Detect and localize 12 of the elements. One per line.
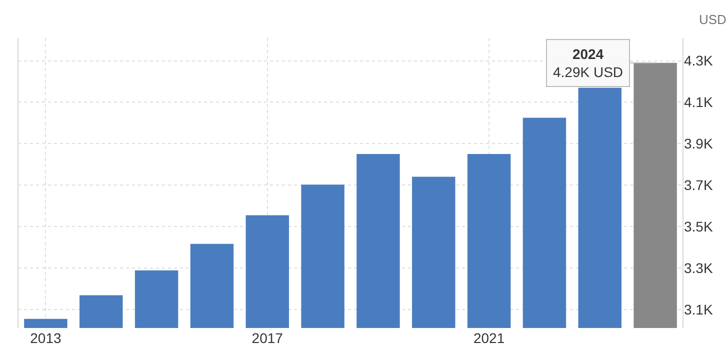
y-tick-label: 3.5K	[684, 218, 714, 234]
annotation: 2024 4.29K USD	[553, 46, 624, 80]
y-tick-label: 4.3K	[684, 52, 714, 69]
y-axis-title: USD	[699, 12, 726, 27]
y-tick-label: 3.9K	[684, 136, 714, 152]
y-tick-label: 4.1K	[684, 94, 714, 110]
y-tick-label: 3.7K	[684, 176, 714, 193]
x-tick-label: 2013	[30, 330, 62, 346]
y-tick-label: 3.1K	[684, 301, 714, 318]
x-tick-label: 2021	[473, 330, 505, 346]
y-tick-label: 3.3K	[684, 260, 714, 276]
x-tick-label: 2017	[252, 330, 284, 346]
